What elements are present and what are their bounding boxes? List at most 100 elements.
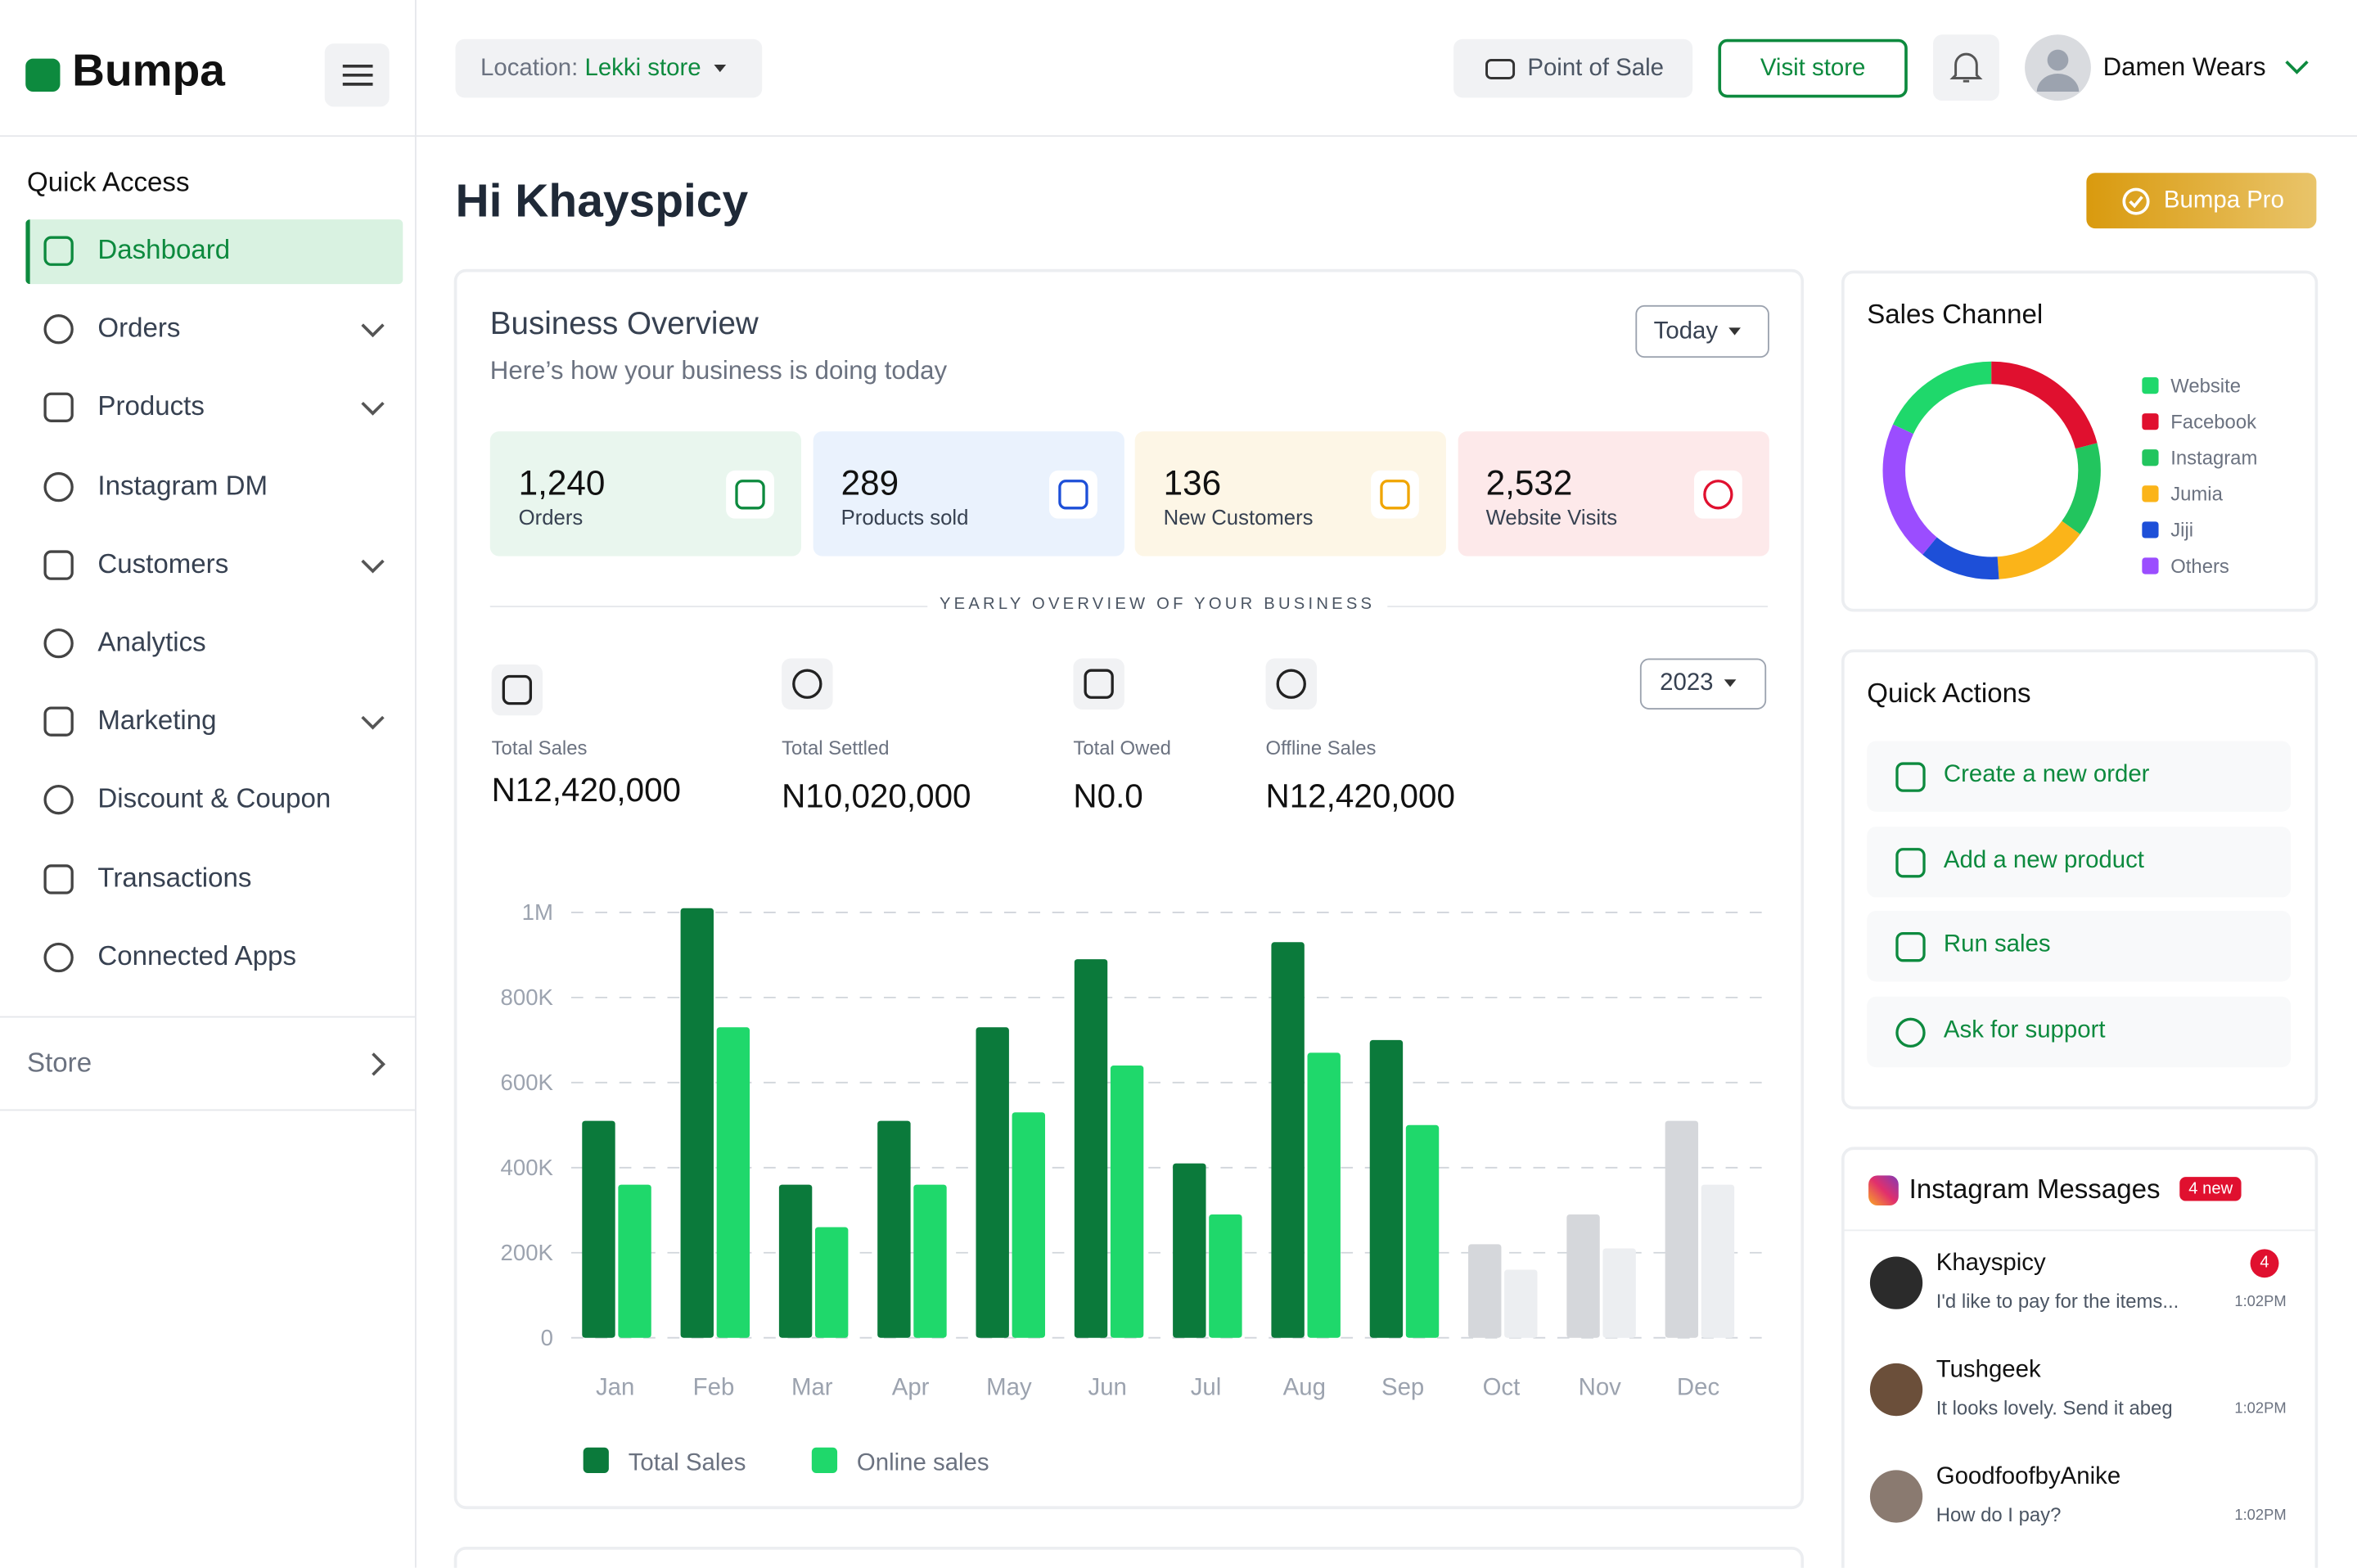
bar <box>1307 1052 1341 1338</box>
quick-action-label[interactable]: Create a new order <box>1943 762 2150 788</box>
legend-label: Others <box>2170 556 2229 578</box>
nav-item[interactable]: Transactions <box>97 862 252 893</box>
x-tick-label: Nov <box>1579 1373 1622 1400</box>
nav-item[interactable]: Products <box>97 391 205 422</box>
legend-label: Total Sales <box>629 1449 746 1476</box>
x-tick-label: Oct <box>1483 1373 1521 1400</box>
icon <box>1057 480 1088 510</box>
stat-value: 289 <box>840 462 899 502</box>
icon <box>1084 669 1114 699</box>
stat-value: 1,240 <box>518 462 606 502</box>
year-select[interactable]: 2023 <box>1639 658 1767 710</box>
user-chevron <box>2285 61 2309 74</box>
point-of-sale-button[interactable]: Point of Sale <box>1453 38 1693 98</box>
bar <box>1110 1066 1144 1338</box>
nav-item[interactable]: Connected Apps <box>97 940 297 971</box>
icon <box>43 628 74 659</box>
message-avatar[interactable] <box>1869 1256 1923 1309</box>
next-card <box>453 1547 1805 1568</box>
nav-chevron <box>361 716 385 730</box>
instagram-logo <box>1868 1175 1899 1206</box>
y-tick-label: 600K <box>501 1070 554 1095</box>
x-tick-label: Dec <box>1677 1373 1719 1400</box>
total-value: N12,420,000 <box>491 771 682 809</box>
donut-segment <box>1882 424 1937 555</box>
sidebar-divider <box>414 0 417 1568</box>
message-name[interactable]: Tushgeek <box>1936 1357 2041 1383</box>
icon <box>43 785 74 816</box>
new-badge: 4 new <box>2179 1177 2242 1201</box>
stat-label: New Customers <box>1163 505 1314 529</box>
legend-label: Facebook <box>2170 411 2256 433</box>
year-label: 2023 <box>1660 670 1714 696</box>
donut-segment <box>1922 537 1999 580</box>
greeting: Hi Khayspicy <box>455 174 749 228</box>
bar <box>1405 1124 1440 1338</box>
avatar-icon <box>2036 49 2080 92</box>
notifications-button[interactable] <box>1933 34 1999 101</box>
quick-action-label[interactable]: Run sales <box>1943 932 2051 958</box>
stat-value: 136 <box>1163 462 1222 502</box>
bar <box>1701 1184 1735 1338</box>
bar <box>913 1184 947 1338</box>
location-select[interactable]: Location: Lekki store <box>455 38 763 98</box>
store-link[interactable]: Store <box>27 1048 92 1078</box>
location-value: Lekki store <box>584 55 701 81</box>
legend-label: Website <box>2170 375 2241 397</box>
nav-item[interactable]: Orders <box>97 313 181 344</box>
nav-chevron <box>361 323 385 338</box>
bell-icon <box>1949 52 1983 83</box>
message-name[interactable]: Khayspicy <box>1936 1250 2046 1277</box>
icon <box>1895 1017 1926 1048</box>
message-avatar[interactable] <box>1869 1363 1923 1417</box>
unread-badge: 4 <box>2250 1249 2279 1278</box>
quick-action[interactable] <box>1867 911 2292 983</box>
nav-item[interactable]: Dashboard <box>97 234 231 265</box>
message-text: How do I pay? <box>1936 1503 2062 1526</box>
pro-icon <box>2123 187 2151 214</box>
bar <box>1566 1214 1600 1338</box>
divider <box>0 1016 415 1018</box>
quick-actions-title: Quick Actions <box>1867 678 2031 709</box>
icon <box>43 236 74 266</box>
menu-button[interactable] <box>324 43 390 107</box>
legend-swatch <box>811 1447 838 1474</box>
total-value: N0.0 <box>1073 777 1143 815</box>
quick-action[interactable] <box>1867 741 2292 812</box>
icon <box>43 942 74 972</box>
stat-label: Website Visits <box>1485 505 1618 529</box>
quick-action-label[interactable]: Add a new product <box>1943 847 2144 873</box>
user-name[interactable]: Damen Wears <box>2102 52 2266 82</box>
legend-label: Jiji <box>2170 520 2193 542</box>
period-select[interactable]: Today <box>1635 304 1769 358</box>
quick-action-label[interactable]: Ask for support <box>1943 1017 2106 1043</box>
nav-item[interactable]: Instagram DM <box>97 470 268 500</box>
store-chevron <box>372 1052 385 1076</box>
bar <box>1173 1163 1206 1338</box>
x-tick-label: Jul <box>1191 1373 1222 1400</box>
message-text: It looks lovely. Send it abeg <box>1936 1396 2173 1419</box>
caret <box>1724 679 1737 687</box>
header-divider <box>0 135 2357 137</box>
brand-logo <box>25 58 61 92</box>
bumpa-pro-button[interactable]: Bumpa Pro <box>2086 173 2317 229</box>
nav-item[interactable]: Discount & Coupon <box>97 783 331 814</box>
message-time: 1:02PM <box>2234 1507 2287 1525</box>
visit-store-button[interactable]: Visit store <box>1718 38 1908 98</box>
message-avatar[interactable] <box>1869 1470 1923 1523</box>
quick-action[interactable] <box>1867 826 2292 897</box>
nav-active-bg <box>25 219 403 285</box>
user-avatar[interactable] <box>2025 34 2091 101</box>
total-icon-bg <box>491 664 543 716</box>
stat-label: Products sold <box>840 505 969 529</box>
brand: Bumpa <box>72 46 225 97</box>
nav-item[interactable]: Customers <box>97 548 229 579</box>
quick-action[interactable] <box>1867 996 2292 1068</box>
nav-item[interactable]: Marketing <box>97 705 217 736</box>
total-value: N12,420,000 <box>1265 777 1455 815</box>
message-name[interactable]: GoodfoofbyAnike <box>1936 1463 2121 1490</box>
period-label: Today <box>1653 318 1719 344</box>
nav-item[interactable]: Analytics <box>97 626 206 657</box>
